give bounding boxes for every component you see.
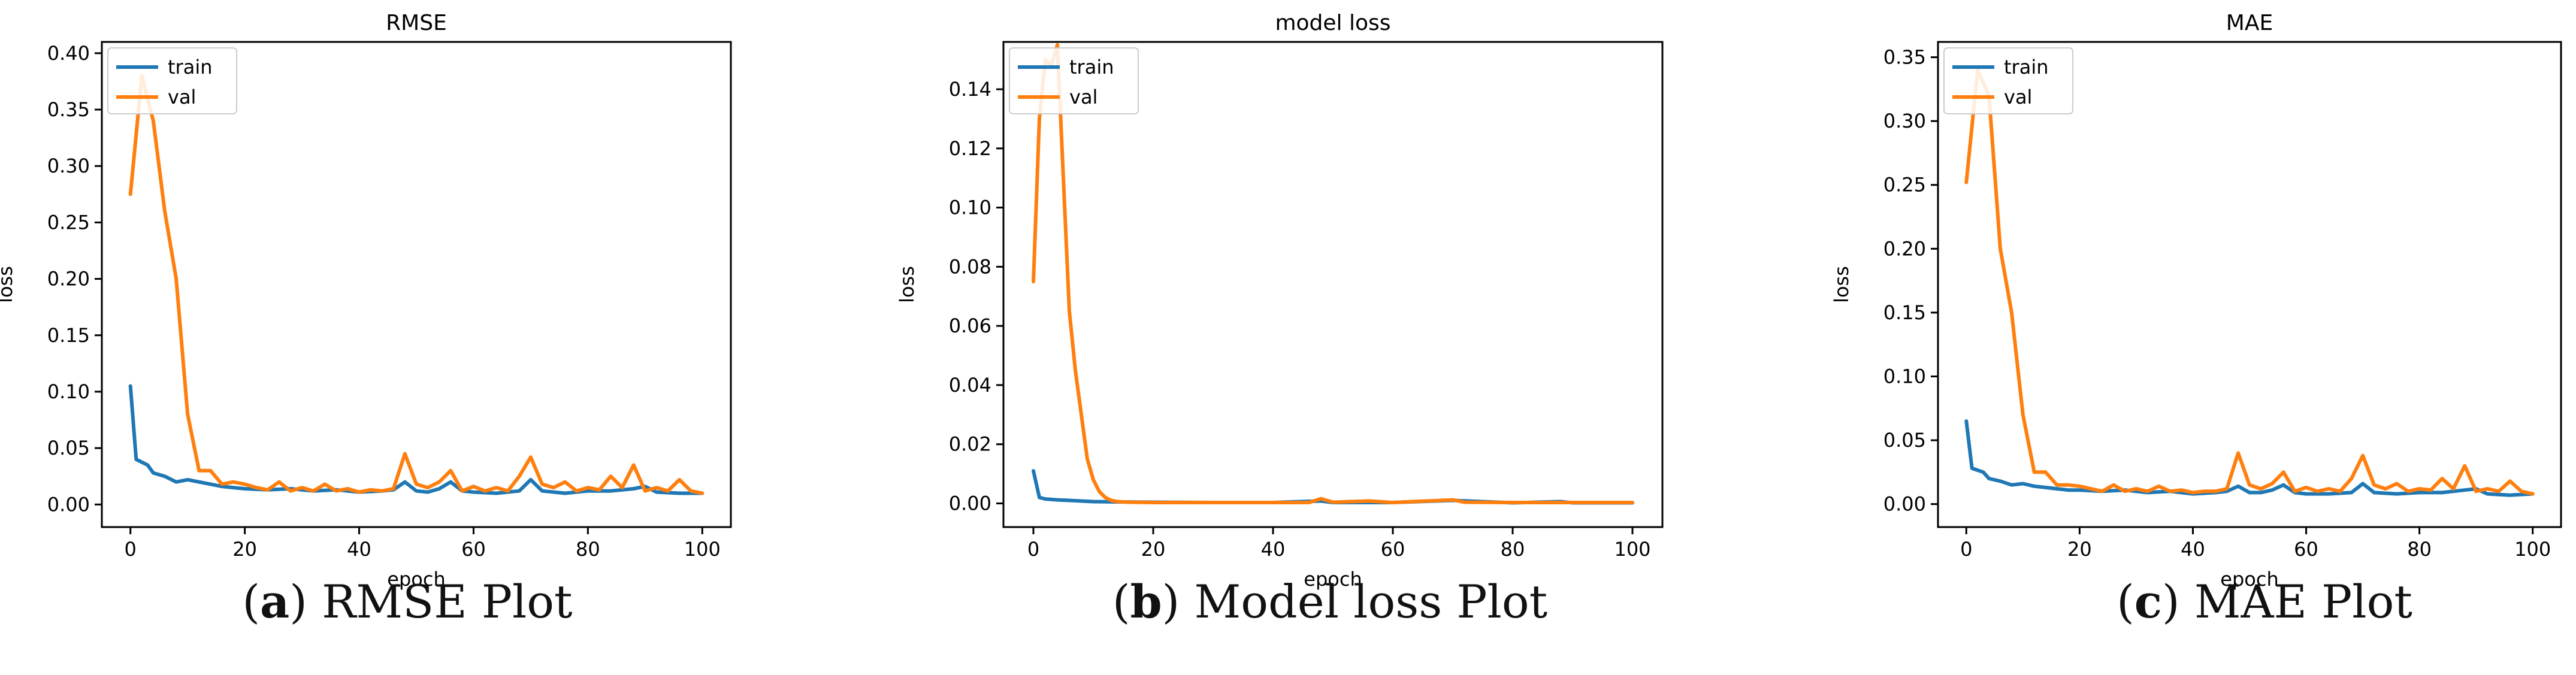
- series-line-train: [1964, 419, 2535, 497]
- series-line-val: [128, 74, 705, 495]
- x-tick-label: 0: [1960, 538, 1972, 561]
- y-tick-label: 0.30: [47, 155, 90, 177]
- y-tick-label: 0.10: [949, 196, 991, 219]
- legend-label-train: train: [1069, 56, 1114, 78]
- y-tick-label: 0.25: [47, 211, 90, 234]
- legend-label-train: train: [168, 56, 212, 78]
- y-tick-label: 0.04: [949, 374, 991, 396]
- caption-c: (c) MAE Plot: [2117, 575, 2412, 628]
- x-tick-label: 0: [1027, 538, 1039, 561]
- plot-frame: [1002, 41, 1664, 528]
- x-tick-label: 100: [2514, 538, 2551, 561]
- legend: train val: [107, 47, 237, 114]
- y-tick-label: 0.15: [47, 324, 90, 347]
- series-line-train: [128, 384, 705, 495]
- caption-b: (b) Model loss Plot: [1112, 575, 1548, 628]
- y-tick-label: 0.15: [1883, 301, 1926, 324]
- x-tick-label: 40: [2181, 538, 2205, 561]
- x-tick-label: 60: [2294, 538, 2318, 561]
- y-tick-label: 0.20: [47, 268, 90, 290]
- chart-title: model loss: [1275, 11, 1390, 35]
- legend-label-train: train: [2004, 56, 2048, 78]
- plot-frame: [101, 41, 732, 528]
- series-line-val: [1032, 43, 1634, 504]
- legend: train val: [1009, 47, 1139, 114]
- chart-3: MAE 0 20 40 60 80 100 0.00 0.05 0.10 0.15 0.20 0.25 0…: [1830, 11, 2562, 591]
- legend-label-val: val: [2004, 86, 2032, 108]
- y-tick-label: 0.35: [1883, 46, 1926, 69]
- x-tick-label: 80: [2407, 538, 2432, 561]
- y-tick-label: 0.30: [1883, 110, 1926, 132]
- x-axis-label: epoch: [2220, 568, 2278, 591]
- series-line-train: [1032, 469, 1634, 505]
- y-tick-label: 0.08: [949, 255, 991, 278]
- y-axis-label: loss: [1830, 266, 1853, 303]
- y-axis-label: loss: [896, 266, 918, 303]
- x-tick-label: 100: [1614, 538, 1650, 561]
- plot-frame: [1937, 41, 2562, 528]
- y-tick-label: 0.00: [1883, 493, 1926, 516]
- x-tick-label: 20: [1141, 538, 1166, 561]
- x-tick-label: 80: [576, 538, 600, 561]
- chart-title: RMSE: [386, 11, 447, 35]
- x-tick-label: 60: [1381, 538, 1405, 561]
- series-line-val: [1964, 68, 2535, 496]
- x-tick-label: 40: [1261, 538, 1286, 561]
- y-tick-label: 0.10: [47, 380, 90, 403]
- y-axis-label: loss: [0, 266, 17, 303]
- x-tick-label: 0: [125, 538, 137, 561]
- y-tick-label: 0.00: [47, 493, 90, 516]
- legend-label-val: val: [168, 86, 196, 108]
- x-tick-label: 60: [461, 538, 486, 561]
- y-tick-label: 0.05: [1883, 429, 1926, 452]
- chart-title: MAE: [2226, 11, 2273, 35]
- y-tick-label: 0.05: [47, 437, 90, 459]
- y-tick-label: 0.14: [949, 78, 991, 101]
- x-tick-label: 20: [232, 538, 257, 561]
- chart-1: RMSE 0 20 40 60 80 100 0.00 0.05 0.10 0.15 0.20 0.25…: [0, 11, 732, 591]
- chart-2: model loss 0 20 40 60 80 100 0.00 0.02 0.04 0.06 0.…: [896, 11, 1664, 591]
- x-tick-label: 20: [2067, 538, 2092, 561]
- x-tick-label: 40: [347, 538, 371, 561]
- y-tick-label: 0.00: [949, 492, 991, 514]
- y-tick-label: 0.12: [949, 137, 991, 160]
- x-tick-label: 100: [684, 538, 721, 561]
- caption-a: (a) RMSE Plot: [242, 575, 573, 628]
- x-axis-label: epoch: [387, 568, 445, 591]
- legend: train val: [1943, 47, 2073, 114]
- y-tick-label: 0.06: [949, 314, 991, 337]
- x-tick-label: 80: [1501, 538, 1525, 561]
- y-tick-label: 0.20: [1883, 237, 1926, 260]
- y-tick-label: 0.02: [949, 433, 991, 456]
- y-tick-label: 0.25: [1883, 174, 1926, 196]
- legend-label-val: val: [1069, 86, 1097, 108]
- y-tick-label: 0.35: [47, 98, 90, 121]
- y-tick-label: 0.40: [47, 42, 90, 65]
- x-axis-label: epoch: [1304, 568, 1362, 591]
- y-tick-label: 0.10: [1883, 365, 1926, 388]
